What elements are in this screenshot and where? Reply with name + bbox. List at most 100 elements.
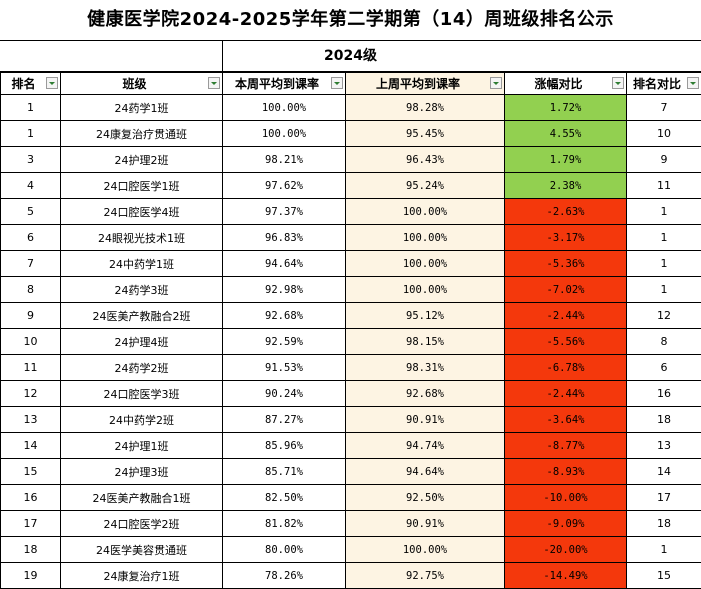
this-week-cell[interactable]: 92.68% bbox=[223, 303, 346, 329]
rank-cell[interactable]: 7 bbox=[1, 251, 61, 277]
last-week-cell[interactable]: 92.75% bbox=[346, 563, 505, 589]
this-week-cell[interactable]: 78.26% bbox=[223, 563, 346, 589]
class-cell[interactable]: 24药学1班 bbox=[61, 95, 223, 121]
rank-compare-cell[interactable]: 18 bbox=[627, 511, 701, 537]
rank-compare-cell[interactable]: 13 bbox=[627, 433, 701, 459]
this-week-cell[interactable]: 85.71% bbox=[223, 459, 346, 485]
last-week-cell[interactable]: 96.43% bbox=[346, 147, 505, 173]
rank-compare-cell[interactable]: 11 bbox=[627, 173, 701, 199]
last-week-cell[interactable]: 94.74% bbox=[346, 433, 505, 459]
rank-cell[interactable]: 11 bbox=[1, 355, 61, 381]
change-cell[interactable]: 4.55% bbox=[505, 121, 627, 147]
rank-compare-cell[interactable]: 1 bbox=[627, 225, 701, 251]
class-cell[interactable]: 24医美产教融合2班 bbox=[61, 303, 223, 329]
rank-cell[interactable]: 15 bbox=[1, 459, 61, 485]
last-week-cell[interactable]: 98.31% bbox=[346, 355, 505, 381]
filter-dropdown-icon[interactable] bbox=[208, 77, 220, 89]
rank-cell[interactable]: 8 bbox=[1, 277, 61, 303]
this-week-cell[interactable]: 87.27% bbox=[223, 407, 346, 433]
last-week-cell[interactable]: 100.00% bbox=[346, 251, 505, 277]
rank-compare-cell[interactable]: 18 bbox=[627, 407, 701, 433]
change-cell[interactable]: -8.77% bbox=[505, 433, 627, 459]
class-cell[interactable]: 24中药学2班 bbox=[61, 407, 223, 433]
change-cell[interactable]: -5.56% bbox=[505, 329, 627, 355]
last-week-cell[interactable]: 90.91% bbox=[346, 511, 505, 537]
change-cell[interactable]: -3.17% bbox=[505, 225, 627, 251]
class-cell[interactable]: 24医学美容贯通班 bbox=[61, 537, 223, 563]
col-header-class[interactable]: 班级 bbox=[61, 73, 223, 95]
change-cell[interactable]: -2.63% bbox=[505, 199, 627, 225]
change-cell[interactable]: 2.38% bbox=[505, 173, 627, 199]
rank-compare-cell[interactable]: 7 bbox=[627, 95, 701, 121]
change-cell[interactable]: -8.93% bbox=[505, 459, 627, 485]
class-cell[interactable]: 24口腔医学2班 bbox=[61, 511, 223, 537]
filter-dropdown-icon[interactable] bbox=[331, 77, 343, 89]
class-cell[interactable]: 24口腔医学1班 bbox=[61, 173, 223, 199]
this-week-cell[interactable]: 94.64% bbox=[223, 251, 346, 277]
class-cell[interactable]: 24护理2班 bbox=[61, 147, 223, 173]
rank-cell[interactable]: 17 bbox=[1, 511, 61, 537]
change-cell[interactable]: -3.64% bbox=[505, 407, 627, 433]
rank-compare-cell[interactable]: 1 bbox=[627, 537, 701, 563]
change-cell[interactable]: 1.72% bbox=[505, 95, 627, 121]
col-header-change[interactable]: 涨幅对比 bbox=[505, 73, 627, 95]
rank-compare-cell[interactable]: 6 bbox=[627, 355, 701, 381]
this-week-cell[interactable]: 90.24% bbox=[223, 381, 346, 407]
class-cell[interactable]: 24口腔医学4班 bbox=[61, 199, 223, 225]
rank-compare-cell[interactable]: 9 bbox=[627, 147, 701, 173]
this-week-cell[interactable]: 80.00% bbox=[223, 537, 346, 563]
class-cell[interactable]: 24药学2班 bbox=[61, 355, 223, 381]
rank-compare-cell[interactable]: 1 bbox=[627, 277, 701, 303]
class-cell[interactable]: 24医美产教融合1班 bbox=[61, 485, 223, 511]
rank-cell[interactable]: 1 bbox=[1, 95, 61, 121]
filter-dropdown-icon[interactable] bbox=[612, 77, 624, 89]
class-cell[interactable]: 24康复治疗贯通班 bbox=[61, 121, 223, 147]
class-cell[interactable]: 24护理3班 bbox=[61, 459, 223, 485]
col-header-rank[interactable]: 排名 bbox=[1, 73, 61, 95]
rank-cell[interactable]: 16 bbox=[1, 485, 61, 511]
rank-cell[interactable]: 5 bbox=[1, 199, 61, 225]
change-cell[interactable]: 1.79% bbox=[505, 147, 627, 173]
change-cell[interactable]: -14.49% bbox=[505, 563, 627, 589]
change-cell[interactable]: -2.44% bbox=[505, 303, 627, 329]
class-cell[interactable]: 24护理1班 bbox=[61, 433, 223, 459]
rank-cell[interactable]: 14 bbox=[1, 433, 61, 459]
col-header-this-week[interactable]: 本周平均到课率 bbox=[223, 73, 346, 95]
rank-compare-cell[interactable]: 16 bbox=[627, 381, 701, 407]
change-cell[interactable]: -2.44% bbox=[505, 381, 627, 407]
last-week-cell[interactable]: 94.64% bbox=[346, 459, 505, 485]
change-cell[interactable]: -6.78% bbox=[505, 355, 627, 381]
this-week-cell[interactable]: 91.53% bbox=[223, 355, 346, 381]
class-cell[interactable]: 24康复治疗1班 bbox=[61, 563, 223, 589]
last-week-cell[interactable]: 100.00% bbox=[346, 199, 505, 225]
this-week-cell[interactable]: 92.98% bbox=[223, 277, 346, 303]
last-week-cell[interactable]: 92.68% bbox=[346, 381, 505, 407]
last-week-cell[interactable]: 98.15% bbox=[346, 329, 505, 355]
class-cell[interactable]: 24护理4班 bbox=[61, 329, 223, 355]
class-cell[interactable]: 24药学3班 bbox=[61, 277, 223, 303]
change-cell[interactable]: -10.00% bbox=[505, 485, 627, 511]
rank-compare-cell[interactable]: 1 bbox=[627, 199, 701, 225]
class-cell[interactable]: 24中药学1班 bbox=[61, 251, 223, 277]
rank-cell[interactable]: 9 bbox=[1, 303, 61, 329]
col-header-rank-compare[interactable]: 排名对比 bbox=[627, 73, 701, 95]
rank-compare-cell[interactable]: 8 bbox=[627, 329, 701, 355]
class-cell[interactable]: 24口腔医学3班 bbox=[61, 381, 223, 407]
rank-cell[interactable]: 13 bbox=[1, 407, 61, 433]
change-cell[interactable]: -20.00% bbox=[505, 537, 627, 563]
rank-cell[interactable]: 1 bbox=[1, 121, 61, 147]
this-week-cell[interactable]: 85.96% bbox=[223, 433, 346, 459]
filter-dropdown-icon[interactable] bbox=[46, 77, 58, 89]
filter-dropdown-icon[interactable] bbox=[490, 77, 502, 89]
filter-dropdown-icon[interactable] bbox=[687, 77, 699, 89]
rank-compare-cell[interactable]: 14 bbox=[627, 459, 701, 485]
rank-compare-cell[interactable]: 17 bbox=[627, 485, 701, 511]
rank-cell[interactable]: 3 bbox=[1, 147, 61, 173]
rank-cell[interactable]: 10 bbox=[1, 329, 61, 355]
last-week-cell[interactable]: 95.12% bbox=[346, 303, 505, 329]
this-week-cell[interactable]: 97.62% bbox=[223, 173, 346, 199]
last-week-cell[interactable]: 95.45% bbox=[346, 121, 505, 147]
last-week-cell[interactable]: 100.00% bbox=[346, 225, 505, 251]
this-week-cell[interactable]: 96.83% bbox=[223, 225, 346, 251]
rank-cell[interactable]: 18 bbox=[1, 537, 61, 563]
